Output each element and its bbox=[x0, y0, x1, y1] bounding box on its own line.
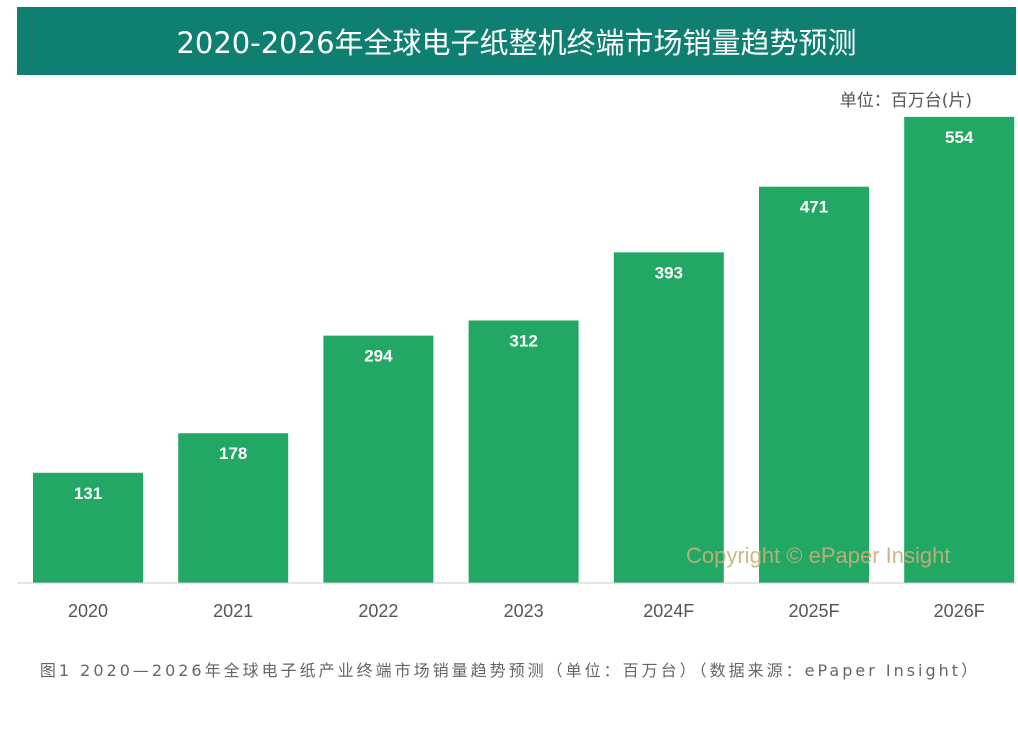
bars-group bbox=[33, 116, 1015, 584]
x-tick-label-2024F: 2024F bbox=[643, 601, 694, 621]
x-tick-label-2026F: 2026F bbox=[934, 601, 985, 621]
data-label-2020: 131 bbox=[74, 484, 102, 503]
x-tick-label-2023: 2023 bbox=[504, 601, 544, 621]
data-label-2023: 312 bbox=[509, 331, 537, 350]
bar-2026F bbox=[904, 116, 1015, 584]
data-label-2025F: 471 bbox=[800, 198, 828, 217]
data-label-2026F: 554 bbox=[945, 128, 974, 147]
bar-2024F bbox=[613, 252, 724, 583]
bar-2022 bbox=[323, 335, 434, 583]
bar-2025F bbox=[759, 186, 869, 584]
chart-title: 2020-2026年全球电子纸整机终端市场销量趋势预测 bbox=[17, 7, 1016, 75]
bar-2020 bbox=[33, 472, 143, 583]
x-tick-label-2022: 2022 bbox=[358, 601, 398, 621]
x-tick-label-2021: 2021 bbox=[213, 601, 253, 621]
watermark: Copyright © ePaper Insight bbox=[686, 543, 951, 568]
bar-2021 bbox=[178, 433, 289, 583]
data-label-2022: 294 bbox=[364, 347, 393, 366]
bar-2023 bbox=[468, 320, 579, 583]
figure-caption: 图1 2020—2026年全球电子纸产业终端市场销量趋势预测（单位：百万台）（数… bbox=[39, 661, 981, 680]
labels-group: 131 2020 178 2021 294 2022 312 2023 393 2024F 471 2… bbox=[68, 128, 985, 621]
data-label-2024F: 393 bbox=[655, 263, 683, 282]
x-tick-label-2025F: 2025F bbox=[788, 601, 839, 621]
unit-label: 单位：百万台(片) bbox=[839, 91, 972, 111]
x-tick-label-2020: 2020 bbox=[68, 601, 108, 621]
data-label-2021: 178 bbox=[219, 444, 247, 463]
